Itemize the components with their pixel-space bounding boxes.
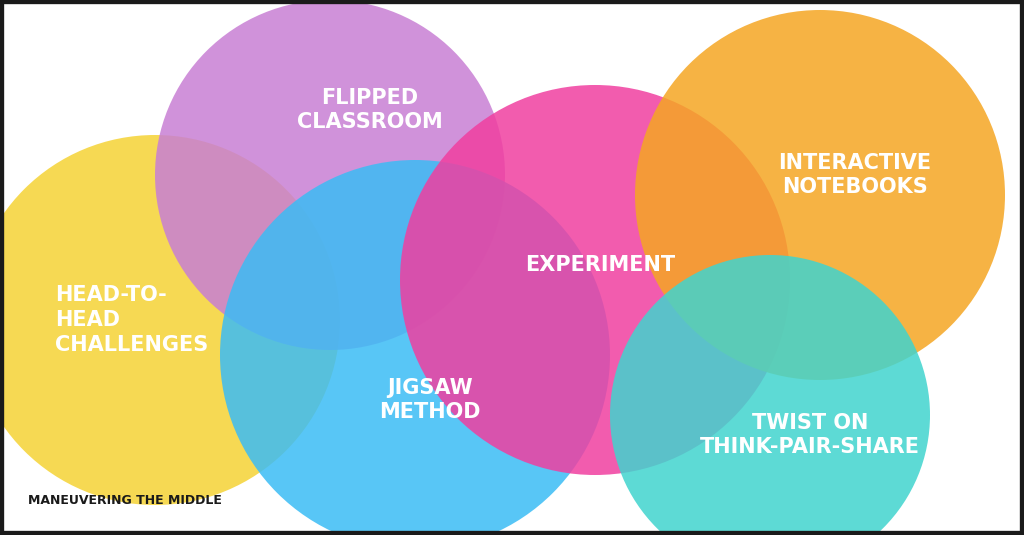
Text: INTERACTIVE
NOTEBOOKS: INTERACTIVE NOTEBOOKS [778, 152, 932, 197]
Ellipse shape [635, 10, 1005, 380]
Ellipse shape [0, 135, 340, 505]
Ellipse shape [220, 160, 610, 535]
Ellipse shape [155, 0, 505, 350]
Text: EXPERIMENT: EXPERIMENT [525, 255, 675, 275]
Text: HEAD-TO-
HEAD
CHALLENGES: HEAD-TO- HEAD CHALLENGES [55, 285, 208, 355]
Ellipse shape [610, 255, 930, 535]
Text: MANEUVERING THE MIDDLE: MANEUVERING THE MIDDLE [28, 493, 222, 507]
Text: FLIPPED
CLASSROOM: FLIPPED CLASSROOM [297, 88, 442, 132]
Text: TWIST ON
THINK-PAIR-SHARE: TWIST ON THINK-PAIR-SHARE [700, 412, 920, 457]
Ellipse shape [400, 85, 790, 475]
Text: JIGSAW
METHOD: JIGSAW METHOD [379, 378, 480, 423]
